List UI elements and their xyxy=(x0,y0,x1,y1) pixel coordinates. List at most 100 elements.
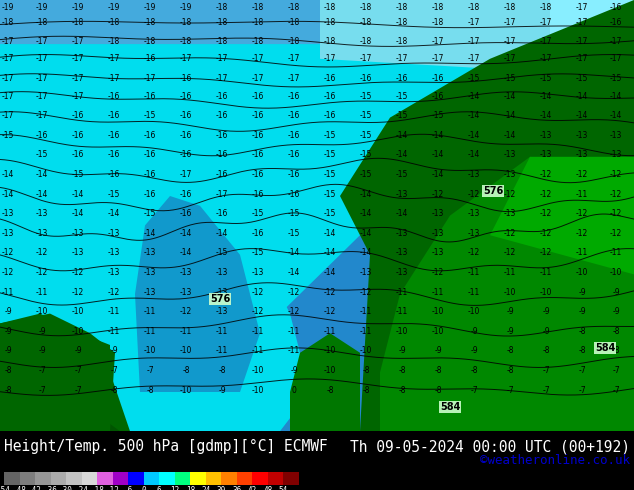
Text: -10: -10 xyxy=(324,346,336,355)
Text: -18: -18 xyxy=(540,3,552,12)
Text: -16: -16 xyxy=(36,131,48,140)
Text: -17: -17 xyxy=(468,54,480,63)
Text: -13: -13 xyxy=(504,209,516,218)
Text: -16: -16 xyxy=(180,190,192,198)
Text: -15: -15 xyxy=(360,150,372,159)
Text: -14: -14 xyxy=(610,111,622,120)
Text: -8: -8 xyxy=(612,346,620,355)
Text: 0: 0 xyxy=(292,386,297,394)
Text: -14: -14 xyxy=(468,131,480,140)
Text: -13: -13 xyxy=(396,248,408,257)
Text: -16: -16 xyxy=(144,170,156,179)
Text: -12: -12 xyxy=(540,229,552,238)
Polygon shape xyxy=(290,333,360,431)
Text: -15: -15 xyxy=(540,74,552,83)
Text: -12: -12 xyxy=(324,307,336,316)
Text: -8: -8 xyxy=(4,366,12,375)
Text: -15: -15 xyxy=(144,209,156,218)
Text: -12: -12 xyxy=(504,190,516,198)
Text: -15: -15 xyxy=(360,170,372,179)
Text: -11: -11 xyxy=(144,307,156,316)
Text: -10: -10 xyxy=(504,288,516,296)
Text: -7: -7 xyxy=(542,386,550,394)
Text: -13: -13 xyxy=(108,268,120,277)
Text: -16: -16 xyxy=(288,111,300,120)
Text: -18: -18 xyxy=(360,37,372,46)
Text: -19: -19 xyxy=(108,3,120,12)
Bar xyxy=(190,472,206,485)
Text: -18: -18 xyxy=(396,3,408,12)
Text: -13: -13 xyxy=(180,288,192,296)
Text: -14: -14 xyxy=(2,190,14,198)
Text: Th 09-05-2024 00:00 UTC (00+192): Th 09-05-2024 00:00 UTC (00+192) xyxy=(350,440,630,454)
Text: -16: -16 xyxy=(216,150,228,159)
Text: -17: -17 xyxy=(2,111,14,120)
Text: -12: -12 xyxy=(72,268,84,277)
Text: -8: -8 xyxy=(362,366,370,375)
Text: -12: -12 xyxy=(36,268,48,277)
Text: -14: -14 xyxy=(324,229,336,238)
Text: -9: -9 xyxy=(398,346,406,355)
Text: -13: -13 xyxy=(72,248,84,257)
Text: -16: -16 xyxy=(252,229,264,238)
Text: -16: -16 xyxy=(72,111,84,120)
Text: 48: 48 xyxy=(263,486,273,490)
Text: -11: -11 xyxy=(144,327,156,336)
Text: -17: -17 xyxy=(468,18,480,27)
Text: -11: -11 xyxy=(610,248,622,257)
Text: -16: -16 xyxy=(216,209,228,218)
Text: -12: -12 xyxy=(504,248,516,257)
Text: -9: -9 xyxy=(110,346,118,355)
Text: -16: -16 xyxy=(216,170,228,179)
Text: -9: -9 xyxy=(612,307,620,316)
Text: -13: -13 xyxy=(576,150,588,159)
Text: -15: -15 xyxy=(2,131,14,140)
Text: -18: -18 xyxy=(216,3,228,12)
Text: -16: -16 xyxy=(610,18,622,27)
Text: -13: -13 xyxy=(180,268,192,277)
Bar xyxy=(113,472,128,485)
Text: -17: -17 xyxy=(36,37,48,46)
Text: -17: -17 xyxy=(72,92,84,100)
Text: -15: -15 xyxy=(360,92,372,100)
Text: -15: -15 xyxy=(504,74,516,83)
Text: -16: -16 xyxy=(108,92,120,100)
Text: -16: -16 xyxy=(216,131,228,140)
Text: -9: -9 xyxy=(542,327,550,336)
Text: -11: -11 xyxy=(288,346,300,355)
Text: -15: -15 xyxy=(576,74,588,83)
Text: -10: -10 xyxy=(576,268,588,277)
Text: -14: -14 xyxy=(36,170,48,179)
Polygon shape xyxy=(340,0,634,431)
Text: -18: -18 xyxy=(216,37,228,46)
Polygon shape xyxy=(320,0,550,69)
Text: -13: -13 xyxy=(144,268,156,277)
Text: -18: -18 xyxy=(108,37,120,46)
Text: -14: -14 xyxy=(144,229,156,238)
Text: -16: -16 xyxy=(360,74,372,83)
Text: -36: -36 xyxy=(44,486,58,490)
Text: -12: -12 xyxy=(252,307,264,316)
Text: -16: -16 xyxy=(252,150,264,159)
Text: -12: -12 xyxy=(288,307,300,316)
Text: -17: -17 xyxy=(216,54,228,63)
Text: -17: -17 xyxy=(180,54,192,63)
Text: -17: -17 xyxy=(36,92,48,100)
Text: -13: -13 xyxy=(2,229,14,238)
Text: -13: -13 xyxy=(468,170,480,179)
Text: -48: -48 xyxy=(13,486,27,490)
Text: -12: -12 xyxy=(2,268,14,277)
Text: -7: -7 xyxy=(578,386,586,394)
Text: -10: -10 xyxy=(72,307,84,316)
Text: -14: -14 xyxy=(540,92,552,100)
Text: -14: -14 xyxy=(576,111,588,120)
Text: -17: -17 xyxy=(540,18,552,27)
Text: -12: -12 xyxy=(610,229,622,238)
Text: -30: -30 xyxy=(59,486,73,490)
Text: -17: -17 xyxy=(504,18,516,27)
Text: -17: -17 xyxy=(540,37,552,46)
Text: -11: -11 xyxy=(576,248,588,257)
Text: -16: -16 xyxy=(324,74,336,83)
Text: -8: -8 xyxy=(218,366,226,375)
Text: -17: -17 xyxy=(2,92,14,100)
